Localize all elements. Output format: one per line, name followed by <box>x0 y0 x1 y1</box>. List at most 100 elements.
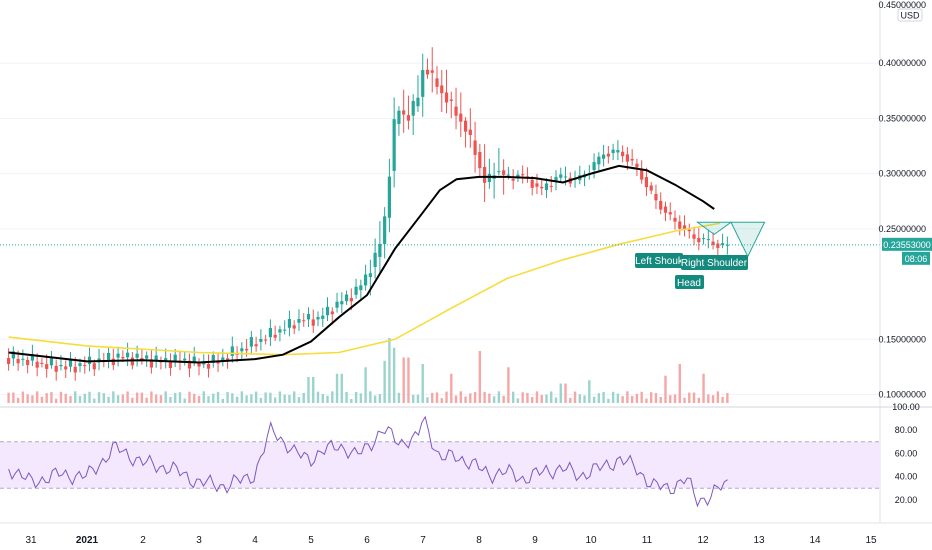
volume-bar <box>440 398 443 403</box>
candle-body <box>521 174 525 176</box>
candle-body <box>487 173 491 183</box>
pattern-triangle[interactable] <box>730 221 766 258</box>
volume-bar <box>350 399 353 403</box>
candle-body <box>540 186 544 189</box>
rsi-scale[interactable]: 100.00 80.00 60.00 40.00 20.00 <box>892 402 920 505</box>
candle-body <box>30 354 34 361</box>
volume-bar <box>135 392 139 403</box>
volume-bar <box>602 392 605 403</box>
volume-bar <box>669 395 672 403</box>
candle-body <box>402 110 406 115</box>
candle-body <box>649 185 653 191</box>
candle-body <box>706 239 710 241</box>
volume-bar <box>364 367 367 403</box>
candle-body <box>130 357 134 366</box>
candle-body <box>73 366 77 373</box>
rsi-band <box>0 441 880 489</box>
volume-bar <box>473 391 477 403</box>
left-shoulder-label-text: Left Shouk <box>635 256 684 267</box>
volume-bar <box>397 392 401 403</box>
candle-body <box>478 151 482 169</box>
right-shoulder-label-text: Right Shoulder <box>681 258 748 269</box>
volume-bar <box>692 392 696 403</box>
candle-body <box>26 359 30 366</box>
candle-body <box>273 334 277 338</box>
volume-bar <box>464 396 467 403</box>
volume-bar <box>240 391 244 403</box>
right-shoulder-label[interactable]: Right Shoulder <box>681 255 748 270</box>
volume-bar <box>145 397 148 403</box>
volume-bar <box>107 396 110 403</box>
candle-body <box>459 113 463 122</box>
volume-bar <box>12 392 15 403</box>
candle-body <box>259 338 263 342</box>
head-shoulders-pattern[interactable] <box>695 221 766 258</box>
price-scale[interactable]: 0.40000000 0.35000000 0.30000000 0.25000000… <box>878 58 926 399</box>
candle-body <box>306 313 311 320</box>
candle-body <box>725 244 729 246</box>
time-tick-label: 15 <box>865 535 877 546</box>
candle-body <box>225 358 230 361</box>
volume-bar <box>31 395 34 403</box>
candle-body <box>92 363 96 370</box>
volume-bar <box>83 393 86 403</box>
candle-body <box>111 358 115 366</box>
candle-body <box>121 357 125 359</box>
candle-body <box>364 274 368 286</box>
candle-body <box>21 358 25 360</box>
volume-bar <box>716 391 720 403</box>
volume-bar <box>492 396 496 403</box>
rsi-tick-label: 100.00 <box>892 402 920 412</box>
candle-body <box>602 154 606 159</box>
volume-bar <box>102 393 105 403</box>
volume-bar <box>435 392 439 403</box>
candle-body <box>463 120 468 132</box>
volume-bar <box>312 377 315 403</box>
volume-bar <box>564 383 567 403</box>
candle-body <box>335 301 339 308</box>
volume-bar <box>373 395 377 403</box>
time-tick-label: 14 <box>809 535 821 546</box>
volume-bar <box>35 391 39 403</box>
pattern-triangle[interactable] <box>695 221 733 235</box>
rsi-line <box>8 415 728 508</box>
volume-bar <box>450 373 453 403</box>
candle-body <box>359 285 363 291</box>
candle-body <box>183 358 187 361</box>
head-label[interactable]: Head <box>675 275 704 289</box>
candle-body <box>340 301 344 305</box>
candle-body <box>663 206 668 213</box>
volume-bar <box>569 397 572 403</box>
time-axis[interactable]: 31 2021 2 3 4 5 6 7 8 9 10 11 12 13 14 15 <box>25 535 877 546</box>
volume-bar <box>540 395 543 403</box>
volume-bar <box>416 394 420 403</box>
price-pane[interactable] <box>0 0 880 407</box>
volume-bar <box>726 393 729 403</box>
candle-body <box>311 319 315 326</box>
volume-bar <box>683 397 686 403</box>
candle-body <box>59 364 63 367</box>
candle-body <box>302 320 306 322</box>
candle-body <box>197 363 201 367</box>
candle-body <box>416 97 420 107</box>
volume-bar <box>454 395 458 403</box>
time-tick-label: 2021 <box>76 535 99 546</box>
candle-body <box>421 70 425 97</box>
volume-bar <box>412 394 415 403</box>
volume-bar <box>478 351 482 403</box>
volume-bar <box>697 397 700 403</box>
volume-bar <box>93 398 96 403</box>
volume-bar <box>688 392 691 403</box>
volume-bar <box>97 392 101 403</box>
left-shoulder-label[interactable]: Left Shouk <box>635 253 684 268</box>
time-tick-label: 6 <box>364 535 370 546</box>
currency-badge[interactable]: USD <box>897 8 923 22</box>
volume-bar <box>559 383 562 403</box>
candle-body <box>145 355 149 359</box>
candle-body <box>154 355 158 360</box>
rsi-tick-label: 60.00 <box>895 448 918 458</box>
candle-body <box>621 151 625 157</box>
candle-body <box>611 149 615 154</box>
volume-bar <box>154 394 158 403</box>
